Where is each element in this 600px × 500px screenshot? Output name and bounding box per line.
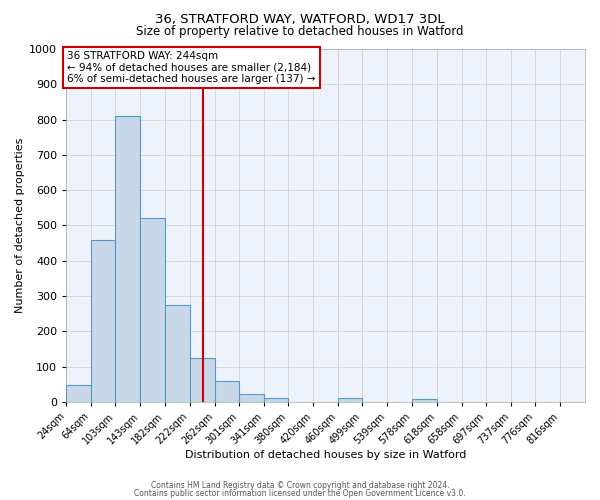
Bar — [412, 400, 437, 402]
Text: 36 STRATFORD WAY: 244sqm
← 94% of detached houses are smaller (2,184)
6% of semi: 36 STRATFORD WAY: 244sqm ← 94% of detach… — [67, 51, 316, 84]
Bar — [264, 398, 288, 402]
Text: Contains HM Land Registry data © Crown copyright and database right 2024.: Contains HM Land Registry data © Crown c… — [151, 481, 449, 490]
Bar — [115, 116, 140, 402]
Text: Size of property relative to detached houses in Watford: Size of property relative to detached ho… — [136, 25, 464, 38]
Bar — [91, 240, 115, 402]
Bar — [140, 218, 165, 402]
Bar — [338, 398, 362, 402]
Bar — [215, 380, 239, 402]
Bar — [165, 305, 190, 402]
Bar — [239, 394, 264, 402]
Text: 36, STRATFORD WAY, WATFORD, WD17 3DL: 36, STRATFORD WAY, WATFORD, WD17 3DL — [155, 12, 445, 26]
Bar — [66, 385, 91, 402]
Y-axis label: Number of detached properties: Number of detached properties — [15, 138, 25, 313]
X-axis label: Distribution of detached houses by size in Watford: Distribution of detached houses by size … — [185, 450, 466, 460]
Bar — [190, 358, 215, 402]
Text: Contains public sector information licensed under the Open Government Licence v3: Contains public sector information licen… — [134, 488, 466, 498]
